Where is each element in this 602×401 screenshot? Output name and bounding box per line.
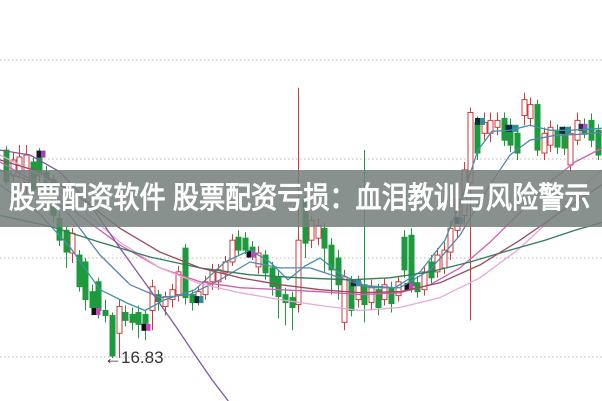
headline-overlay-band: 股票配资软件 股票配资亏损：血泪教训与风险警示 xyxy=(0,170,602,227)
low-price-annotation: ← 16.83 xyxy=(104,348,164,368)
low-price-value: 16.83 xyxy=(121,348,164,367)
left-arrow-icon: ← xyxy=(104,348,122,368)
headline-text: 股票配资软件 股票配资亏损：血泪教训与风险警示 xyxy=(9,181,591,215)
